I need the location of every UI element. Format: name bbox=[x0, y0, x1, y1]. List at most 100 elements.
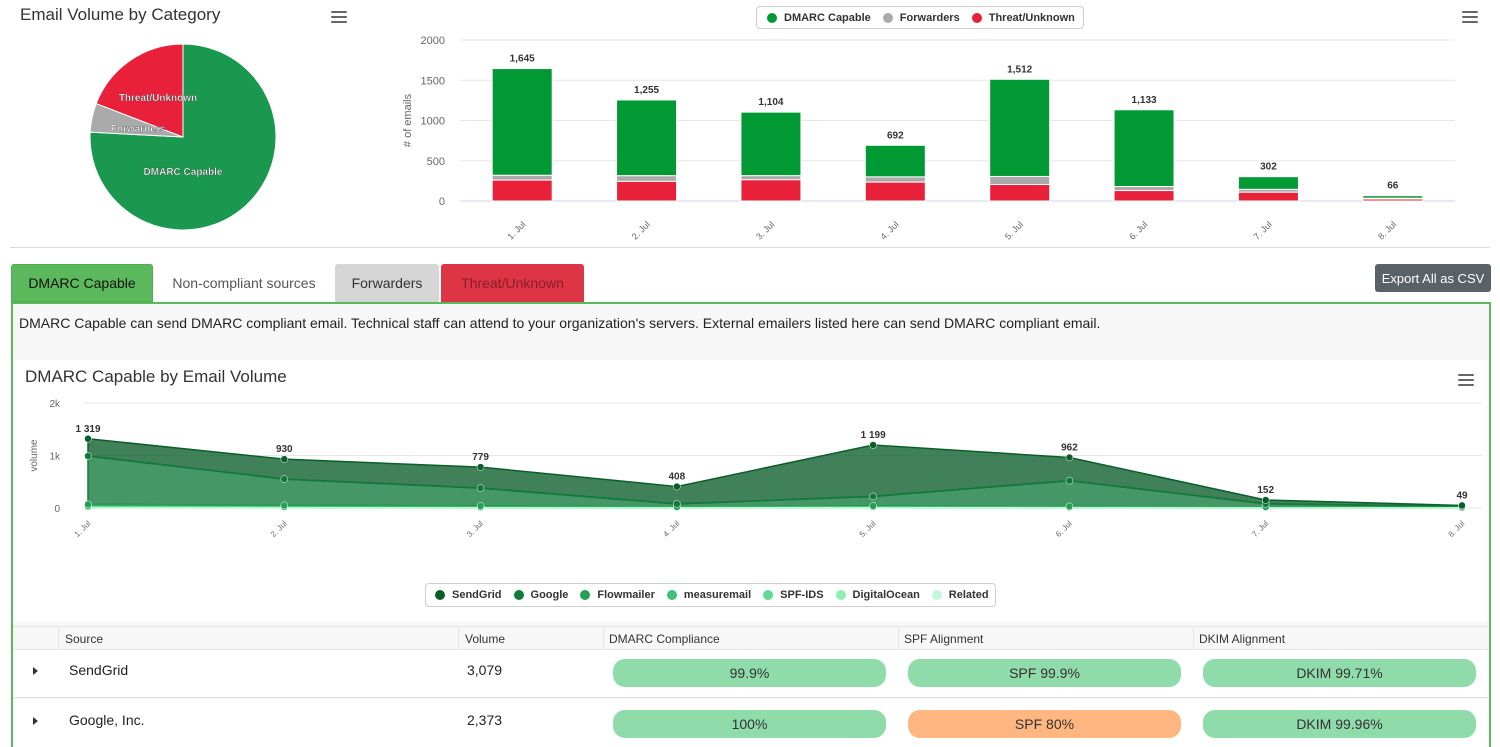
bar-chart: 0 500 1000 1500 2000 # of emails 1,645 1. Jul 1,… bbox=[402, 35, 1455, 242]
area-chart-menu-icon[interactable] bbox=[1458, 374, 1474, 386]
area-total-label: 49 bbox=[1456, 490, 1468, 501]
bar-total-label: 1,512 bbox=[1007, 64, 1032, 75]
legend-marker bbox=[763, 590, 774, 600]
bar-segment bbox=[989, 183, 1051, 202]
area-point bbox=[84, 435, 92, 443]
legend-item-sendgrid[interactable]: SendGrid bbox=[435, 589, 502, 601]
dkim-alignment-badge: DKIM 99.96% bbox=[1203, 710, 1476, 738]
bar-segment bbox=[740, 175, 802, 181]
bar-total-label: 692 bbox=[887, 130, 904, 141]
area-point bbox=[1065, 476, 1074, 485]
x-tick-label: 6. Jul bbox=[1127, 219, 1149, 241]
row-volume: 2,373 bbox=[467, 712, 503, 728]
spf-alignment-badge: SPF 99.9% bbox=[908, 659, 1181, 687]
tab-threat-unknown[interactable]: Threat/Unknown bbox=[441, 264, 584, 302]
legend-item-related[interactable]: Related bbox=[931, 589, 989, 601]
y-tick-label: 1000 bbox=[421, 116, 445, 128]
area-point bbox=[280, 501, 289, 510]
legend-item-measuremail[interactable]: measuremail bbox=[666, 589, 752, 601]
legend-label: Google bbox=[530, 589, 569, 601]
y-tick-label: 1k bbox=[49, 452, 61, 463]
legend-marker bbox=[931, 590, 942, 600]
pie-slice-label: DMARC Capable bbox=[144, 167, 223, 178]
bar-segment bbox=[616, 180, 678, 202]
tab-non-compliant-sources[interactable]: Non-compliant sources bbox=[172, 275, 316, 291]
pie-chart-menu-icon[interactable] bbox=[331, 11, 347, 23]
x-tick-label: 1. Jul bbox=[505, 219, 527, 241]
x-tick-label: 3. Jul bbox=[754, 219, 776, 241]
bar-segment bbox=[1237, 191, 1299, 202]
bar-segment bbox=[740, 111, 802, 177]
area-point bbox=[84, 452, 92, 460]
legend-item-forwarders[interactable]: Forwarders bbox=[882, 12, 960, 24]
bar-chart-legend[interactable]: DMARC Capable Forwarders Threat/Unknown bbox=[756, 6, 1084, 29]
bar-segment bbox=[989, 175, 1051, 185]
x-tick-label: 5. Jul bbox=[1003, 219, 1025, 241]
x-tick-label: 5. Jul bbox=[858, 519, 878, 539]
area-total-label: 779 bbox=[472, 452, 489, 463]
bar-segment bbox=[1113, 190, 1175, 202]
x-tick-label: 7. Jul bbox=[1250, 519, 1270, 539]
bar-total-label: 1,645 bbox=[510, 54, 535, 65]
area-chart: 0 1k 2k volume 1 319 930 779 408 1 199 962 152 49 1.… bbox=[29, 399, 1482, 539]
tab-forwarders[interactable]: Forwarders bbox=[335, 264, 439, 302]
table-header-row bbox=[13, 626, 1489, 650]
row-volume: 3,079 bbox=[467, 662, 503, 678]
pie-slice bbox=[95, 43, 184, 138]
bar-segment bbox=[864, 144, 926, 178]
area-total-label: 1 319 bbox=[75, 424, 100, 435]
area-point bbox=[476, 502, 485, 510]
area-point bbox=[476, 484, 485, 492]
expand-row-icon[interactable] bbox=[33, 667, 38, 675]
tab-dmarc-capable[interactable]: DMARC Capable bbox=[11, 264, 153, 302]
area-chart-legend[interactable]: SendGrid Google Flowmailer measuremail SPF-I… bbox=[425, 583, 996, 607]
area-point bbox=[869, 441, 877, 449]
legend-label: DigitalOcean bbox=[852, 589, 920, 601]
col-header-source[interactable]: Source bbox=[65, 632, 104, 646]
x-tick-label: 2. Jul bbox=[269, 519, 289, 539]
bar-segment bbox=[1362, 195, 1424, 199]
bar-total-label: 1,255 bbox=[634, 85, 659, 96]
bar-total-label: 1,133 bbox=[1132, 95, 1157, 106]
pie-slice-label: Threat/Unknown bbox=[119, 93, 197, 104]
bar-segment bbox=[740, 179, 802, 202]
legend-marker bbox=[580, 590, 591, 600]
bar-segment bbox=[616, 175, 678, 182]
area-chart-title: DMARC Capable by Email Volume bbox=[25, 367, 287, 386]
legend-label: Flowmailer bbox=[597, 589, 655, 601]
x-tick-label: 4. Jul bbox=[878, 219, 900, 241]
y-axis-label: # of emails bbox=[402, 93, 414, 147]
expand-row-icon[interactable] bbox=[33, 717, 38, 725]
col-header-spf-alignment[interactable]: SPF Alignment bbox=[904, 632, 984, 646]
legend-item-google[interactable]: Google bbox=[513, 589, 569, 601]
legend-label: Related bbox=[948, 589, 989, 601]
area-point bbox=[869, 502, 877, 510]
col-header-dmarc-compliance[interactable]: DMARC Compliance bbox=[609, 632, 720, 646]
area-total-label: 152 bbox=[1257, 485, 1274, 496]
bar-total-label: 302 bbox=[1260, 162, 1277, 173]
col-header-volume[interactable]: Volume bbox=[465, 632, 506, 646]
legend-marker bbox=[835, 590, 846, 600]
legend-item-digitalocean[interactable]: DigitalOcean bbox=[835, 589, 920, 601]
table-header-spacer bbox=[58, 626, 59, 650]
legend-item-flowmailer[interactable]: Flowmailer bbox=[580, 589, 655, 601]
bar-segment bbox=[491, 179, 553, 202]
legend-item-spf-ids[interactable]: SPF-IDS bbox=[763, 589, 824, 601]
bar-chart-menu-icon[interactable] bbox=[1462, 11, 1478, 23]
x-tick-label: 8. Jul bbox=[1447, 519, 1467, 539]
y-tick-label: 0 bbox=[54, 504, 60, 515]
export-csv-button[interactable]: Export All as CSV bbox=[1375, 264, 1491, 292]
legend-item-threat-unknown[interactable]: Threat/Unknown bbox=[971, 12, 1075, 24]
legend-item-dmarc-capable[interactable]: DMARC Capable bbox=[767, 12, 871, 24]
col-header-dkim-alignment[interactable]: DKIM Alignment bbox=[1199, 632, 1286, 646]
dmarc-compliance-badge: 99.9% bbox=[613, 659, 886, 687]
row-source: SendGrid bbox=[69, 662, 129, 678]
pie-slice-label: Forwarders bbox=[111, 124, 166, 135]
y-tick-label: 2000 bbox=[421, 35, 445, 47]
bar-total-label: 66 bbox=[1387, 181, 1399, 192]
legend-label: SendGrid bbox=[452, 589, 502, 601]
area-point bbox=[1065, 453, 1074, 462]
row-source: Google, Inc. bbox=[69, 712, 145, 728]
y-axis-label: volume bbox=[29, 439, 40, 472]
legend-label: measuremail bbox=[683, 589, 752, 601]
